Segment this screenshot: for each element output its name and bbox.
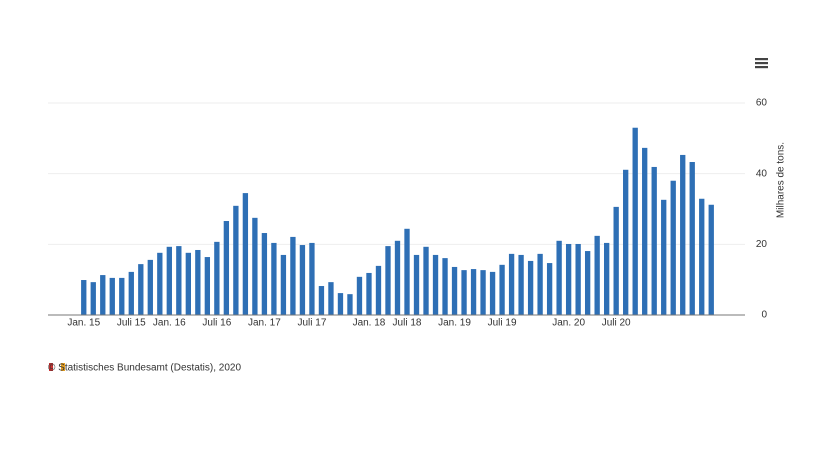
bar: [242, 193, 249, 315]
x-tick-label: Juli 18: [393, 318, 422, 329]
bar: [556, 240, 562, 315]
logo: [61, 363, 65, 371]
bar: [670, 180, 676, 315]
bar: [594, 235, 600, 315]
bar: [347, 294, 353, 315]
bar: [176, 246, 182, 315]
bar: [508, 253, 515, 315]
bar: [223, 221, 230, 315]
x-tick-label: Jan. 18: [353, 318, 386, 329]
bar: [432, 254, 439, 315]
bar: [195, 249, 201, 315]
bar: [708, 204, 714, 315]
bar: [680, 154, 686, 315]
x-tick-label: Juli 17: [297, 318, 326, 329]
bar: [489, 271, 496, 315]
bar: [423, 246, 429, 315]
bar: [309, 242, 315, 315]
bar: [252, 217, 258, 315]
bar: [356, 276, 363, 315]
bar: [632, 127, 638, 315]
bar: [366, 272, 372, 315]
bar: [280, 254, 287, 315]
x-tick-label: Juli 15: [117, 318, 146, 329]
bar: [661, 199, 667, 315]
bar: [451, 266, 458, 315]
source: © Statistisches Bundesamt (Destatis), 20…: [48, 363, 241, 374]
bar: [109, 277, 115, 315]
y-tick-label: 20: [756, 239, 768, 250]
bar: [204, 257, 211, 315]
bar: [299, 245, 306, 315]
bar: [442, 258, 448, 315]
bar: [271, 242, 277, 315]
x-tick-label: Jan. 16: [153, 318, 186, 329]
bar: [699, 198, 705, 315]
x-tick-label: Jan. 19: [438, 318, 471, 329]
bar: [413, 254, 420, 315]
x-tick-label: Jan. 20: [552, 318, 585, 329]
logo: [49, 363, 53, 371]
menu-icon[interactable]: [755, 58, 768, 69]
bar: [90, 282, 96, 315]
bar: [375, 265, 382, 315]
bar: [328, 282, 334, 315]
bar: [623, 169, 629, 315]
bar: [81, 280, 87, 315]
bar: [642, 147, 648, 315]
bar: [470, 269, 477, 315]
bar: [185, 252, 191, 315]
bar: [565, 243, 572, 315]
y-tick-label: 60: [756, 98, 768, 109]
bar: [546, 263, 553, 315]
bar: [461, 270, 467, 315]
bar: [119, 277, 125, 315]
x-tick-label: Jan. 17: [248, 318, 281, 329]
bar: [157, 252, 163, 315]
bar: [394, 240, 401, 315]
bar: [480, 270, 486, 315]
bar: [385, 246, 391, 315]
bar: [604, 242, 610, 315]
bar: [527, 260, 534, 315]
bar: [100, 275, 106, 315]
bar: [518, 254, 524, 315]
x-tick-label: Juli 20: [602, 318, 631, 329]
bar: [404, 228, 410, 315]
bar: [214, 241, 220, 315]
bar: [337, 293, 344, 315]
bar: [584, 251, 591, 315]
y-tick-label: 40: [756, 168, 768, 179]
bar: [575, 243, 581, 315]
bar: [128, 271, 134, 315]
bar: [138, 264, 144, 315]
bar: [537, 253, 543, 315]
bar: [290, 236, 296, 315]
bar: [261, 233, 268, 315]
y-axis-label: Milhares de tons.: [776, 142, 787, 218]
bar: [147, 259, 153, 315]
bar: [318, 286, 325, 315]
bar: [233, 205, 239, 315]
x-tick-label: Jan. 15: [67, 318, 100, 329]
bar: [613, 206, 619, 315]
y-tick-label: 0: [761, 310, 767, 321]
bar: [651, 166, 657, 315]
bar: [689, 162, 695, 315]
bar: [166, 246, 172, 315]
x-tick-label: Juli 19: [488, 318, 517, 329]
x-tick-label: Juli 16: [202, 318, 231, 329]
bar: [499, 264, 505, 315]
